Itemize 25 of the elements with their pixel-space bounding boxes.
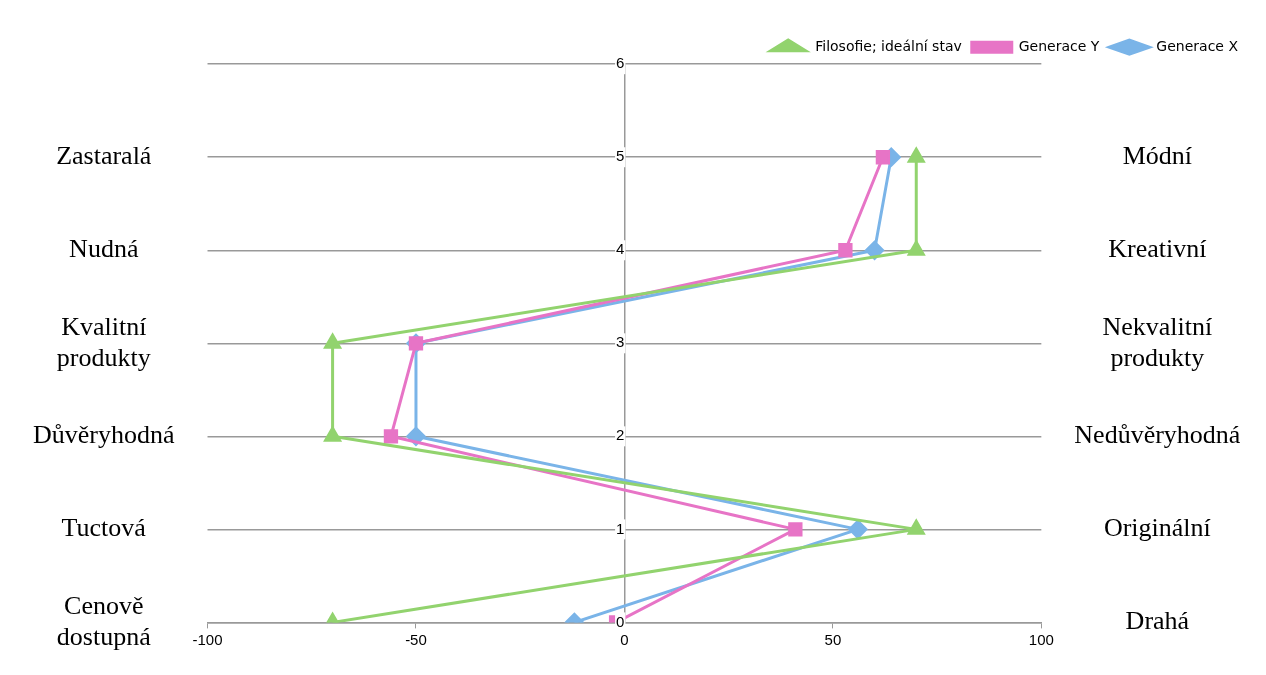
category-label: Důvěryhodná [33, 420, 175, 450]
y-tick-label: 4 [616, 240, 625, 258]
category-label: Nedůvěryhodná [1074, 420, 1241, 450]
category-label: Kreativní [1108, 234, 1207, 264]
category-label: Cenově dostupná [56, 590, 151, 651]
category-label: Kvalitní produkty [56, 311, 151, 372]
y-tick-label: 1 [616, 519, 625, 537]
y-tick-label: 6 [616, 54, 625, 72]
category-label: Zastaralá [56, 141, 152, 171]
category-label: Drahá [1125, 606, 1190, 636]
category-label: Originální [1103, 513, 1211, 543]
y-tick-label: 5 [616, 147, 625, 165]
legend-label: Filosofie; ideální stav [815, 37, 962, 54]
x-tick-label: -100 [192, 630, 223, 648]
x-tick-label: 100 [1028, 630, 1054, 648]
legend-label: Generace Y [1018, 37, 1100, 54]
category-label: Nekvalitní produkty [1102, 311, 1213, 372]
y-tick-label: 2 [616, 426, 625, 444]
x-tick-label: -50 [405, 630, 427, 648]
category-label: Nudná [69, 234, 139, 264]
category-label: Tuctová [61, 513, 146, 543]
y-tick-label: 3 [616, 333, 625, 351]
x-tick-label: 50 [824, 630, 842, 648]
category-label: Módní [1122, 141, 1193, 171]
legend-label: Generace X [1156, 37, 1239, 54]
